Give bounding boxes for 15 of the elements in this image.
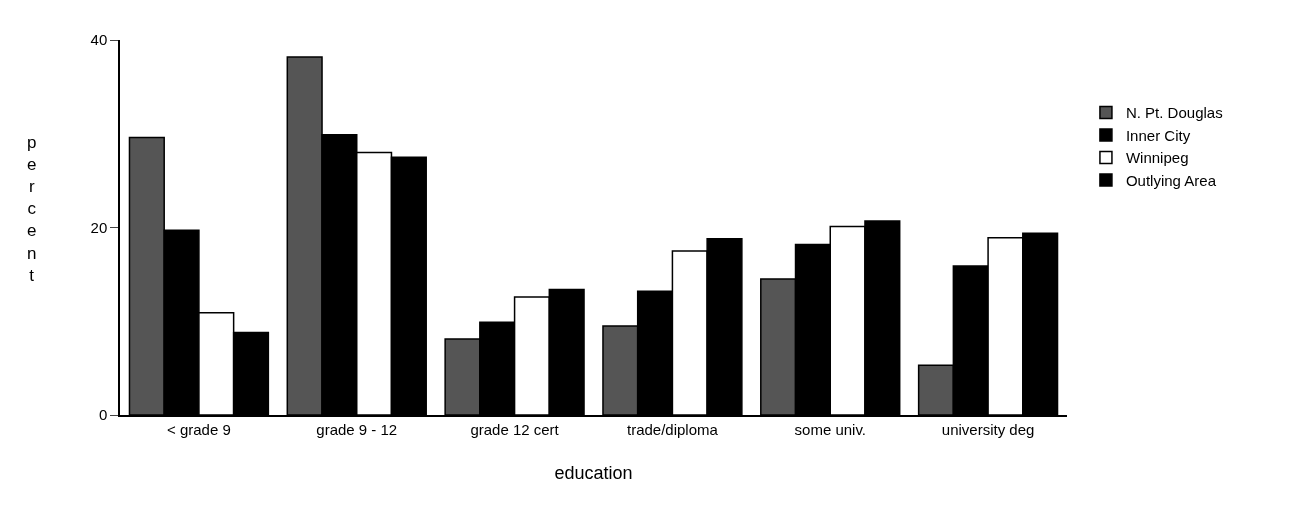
legend-label: N. Pt. Douglas bbox=[1125, 104, 1223, 122]
x-tick-label: grade 12 cert bbox=[470, 420, 560, 438]
x-tick-label: < grade 9 bbox=[167, 420, 231, 438]
legend-label: Winnipeg bbox=[1125, 149, 1189, 167]
x-tick-label: university deg bbox=[941, 420, 1035, 438]
y-axis-title: percent bbox=[27, 133, 37, 285]
legend-label: Outlying Area bbox=[1125, 171, 1217, 189]
legend-label: Inner City bbox=[1125, 126, 1191, 144]
y-tick-label: 0 bbox=[98, 406, 108, 424]
y-tick-label: 40 bbox=[90, 31, 108, 49]
x-tick-label: grade 9 - 12 bbox=[316, 420, 398, 438]
x-tick-label: trade/diploma bbox=[626, 420, 719, 438]
x-axis-title: education bbox=[554, 463, 633, 484]
y-tick-label: 20 bbox=[90, 218, 108, 236]
x-tick-label: some univ. bbox=[794, 420, 866, 438]
